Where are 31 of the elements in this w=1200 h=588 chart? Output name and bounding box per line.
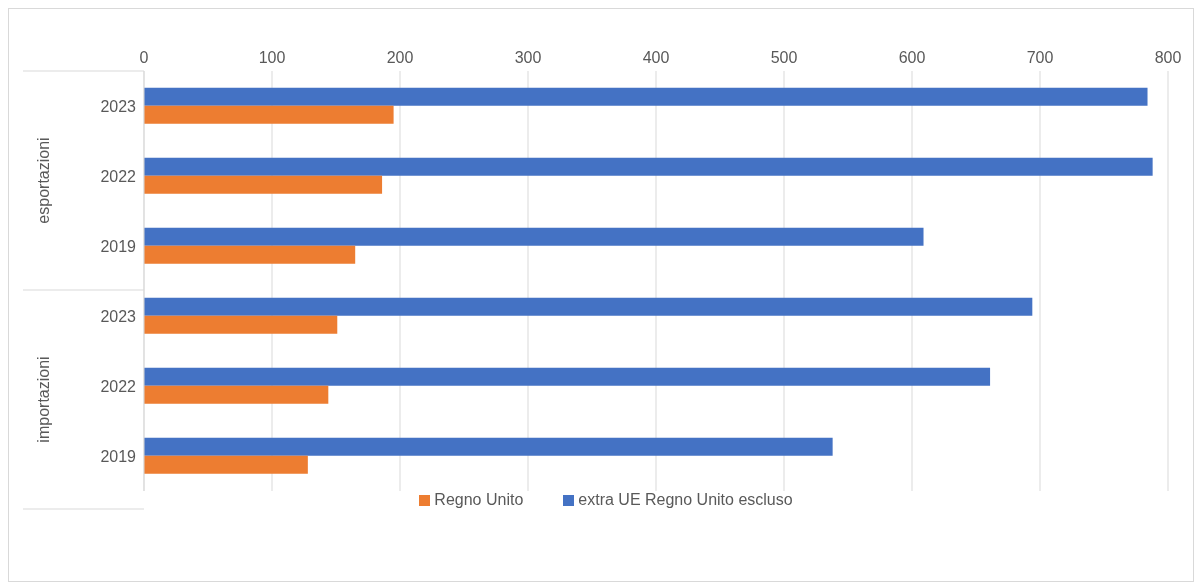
y-tick-label: 2023: [100, 307, 137, 325]
x-tick-label: 700: [1026, 49, 1054, 66]
x-tick-label: 600: [898, 49, 926, 66]
bar: [144, 105, 394, 124]
x-tick-label: 500: [770, 49, 798, 66]
y-tick-label: 2019: [100, 447, 137, 465]
y-tick-label: 2022: [100, 377, 137, 395]
bar: [144, 87, 1148, 106]
legend-label: Regno Unito: [434, 491, 524, 508]
bar: [144, 455, 308, 474]
bar: [144, 157, 1153, 176]
bar: [144, 437, 833, 456]
x-tick-label: 200: [386, 49, 414, 66]
bar: [144, 385, 329, 404]
bar: [144, 315, 338, 334]
text: esportazioni: [35, 137, 53, 224]
bar: [144, 245, 356, 264]
bar: [144, 297, 1033, 316]
x-tick-label: 800: [1154, 49, 1182, 66]
legend-label: extra UE Regno Unito escluso: [578, 491, 793, 508]
x-tick-label: 300: [514, 49, 542, 66]
y-tick-label: 2019: [100, 237, 137, 255]
text: importazioni: [35, 356, 53, 443]
x-tick-label: 100: [258, 49, 286, 66]
bar: [144, 367, 991, 386]
y-tick-label: 2022: [100, 167, 137, 185]
bar: [144, 175, 383, 194]
x-tick-label: 0: [139, 49, 149, 66]
bar: [144, 227, 924, 246]
x-tick-label: 400: [642, 49, 670, 66]
y-tick-label: 2023: [100, 97, 137, 115]
